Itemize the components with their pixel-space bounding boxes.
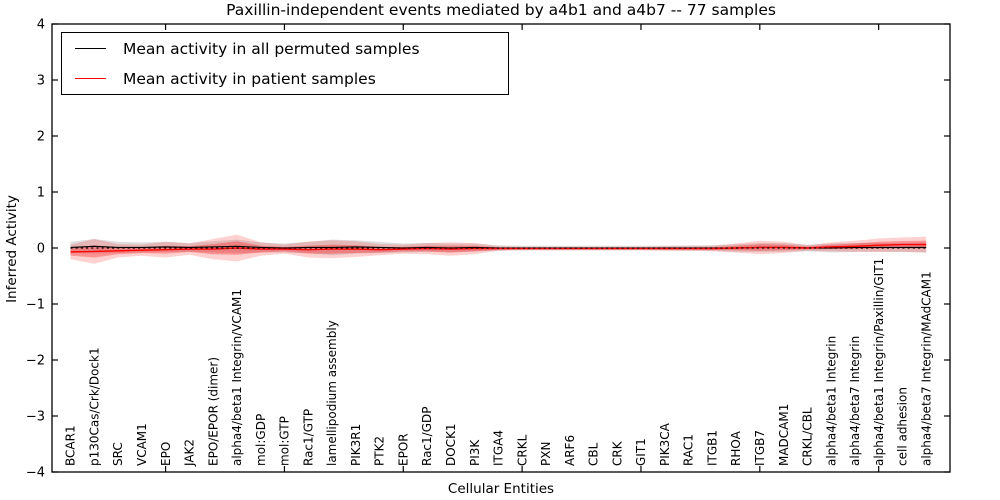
x-tick-label: Rac1/GDP xyxy=(420,407,434,466)
x-tick-label: ITGB7 xyxy=(753,430,767,466)
x-tick-label: alpha4/beta1 Integrin/Paxillin/GIT1 xyxy=(872,258,886,466)
x-tick-label: lamellipodium assembly xyxy=(325,320,339,466)
x-tick-label: alpha4/beta7 Integrin/MAdCAM1 xyxy=(919,271,933,466)
legend: Mean activity in all permuted samples Me… xyxy=(61,32,509,95)
x-tick-label: CBL xyxy=(587,442,601,466)
permuted-line-swatch xyxy=(75,48,106,49)
x-tick-label: SRC xyxy=(111,442,125,466)
x-tick-label: PIK3R1 xyxy=(349,424,363,466)
x-axis-label: Cellular Entities xyxy=(447,481,555,497)
x-tick-label: ITGB1 xyxy=(706,430,720,466)
x-tick-label: ITGA4 xyxy=(492,430,506,466)
legend-item-patient: Mean activity in patient samples xyxy=(62,67,508,91)
x-tick-label: EPO/EPOR (dimer) xyxy=(206,357,220,466)
y-tick-label: 1 xyxy=(37,186,45,201)
x-tick-label: EPO xyxy=(159,442,173,466)
x-tick-label: JAK2 xyxy=(183,439,197,467)
x-tick-label: p130Cas/Crk/Dock1 xyxy=(88,347,102,466)
y-tick-label: 4 xyxy=(37,18,45,33)
chart-title: Paxillin-independent events mediated by … xyxy=(226,1,776,19)
y-tick-label: 0 xyxy=(37,242,45,257)
y-tick-label: −4 xyxy=(26,466,45,481)
x-tick-label: CRK xyxy=(610,440,624,466)
y-axis-label: Inferred Activity xyxy=(4,195,20,303)
y-tick-label: 2 xyxy=(37,130,45,145)
x-tick-label: RHOA xyxy=(729,430,743,466)
x-tick-label: alpha4/beta1 Integrin xyxy=(824,336,838,466)
y-tick-label: 3 xyxy=(37,74,45,89)
legend-item-permuted: Mean activity in all permuted samples xyxy=(62,37,508,61)
x-tick-label: ARF6 xyxy=(563,435,577,466)
x-tick-label: DOCK1 xyxy=(444,423,458,466)
permuted-band xyxy=(70,239,927,256)
x-tick-label: alpha4/beta7 Integrin xyxy=(848,336,862,466)
x-tick-label: PI3K xyxy=(468,439,482,466)
x-tick-label: EPOR xyxy=(397,433,411,466)
y-tick-label: −3 xyxy=(26,410,45,425)
x-tick-label: BCAR1 xyxy=(64,425,78,466)
patient-line-swatch xyxy=(75,78,106,79)
y-tick-label: −1 xyxy=(26,298,45,313)
x-tick-label: cell adhesion xyxy=(896,387,910,466)
x-tick-label: RAC1 xyxy=(682,434,696,466)
x-tick-label: mol:GTP xyxy=(278,416,292,466)
x-tick-label: PIK3CA xyxy=(658,422,672,466)
legend-label-patient: Mean activity in patient samples xyxy=(123,69,376,88)
y-tick-label: −2 xyxy=(26,354,45,369)
x-tick-label: mol:GDP xyxy=(254,414,268,466)
x-tick-label: Rac1/GTP xyxy=(301,409,315,466)
x-tick-label: PTK2 xyxy=(373,436,387,466)
x-tick-label: alpha4/beta1 Integrin/VCAM1 xyxy=(230,289,244,466)
x-tick-label: CRKL/CBL xyxy=(801,407,815,466)
legend-label-permuted: Mean activity in all permuted samples xyxy=(123,39,420,58)
x-tick-label: PXN xyxy=(539,442,553,466)
x-tick-label: GIT1 xyxy=(634,438,648,466)
x-tick-label: MADCAM1 xyxy=(777,404,791,466)
x-tick-label: CRKL xyxy=(515,434,529,466)
x-tick-label: VCAM1 xyxy=(135,423,149,466)
